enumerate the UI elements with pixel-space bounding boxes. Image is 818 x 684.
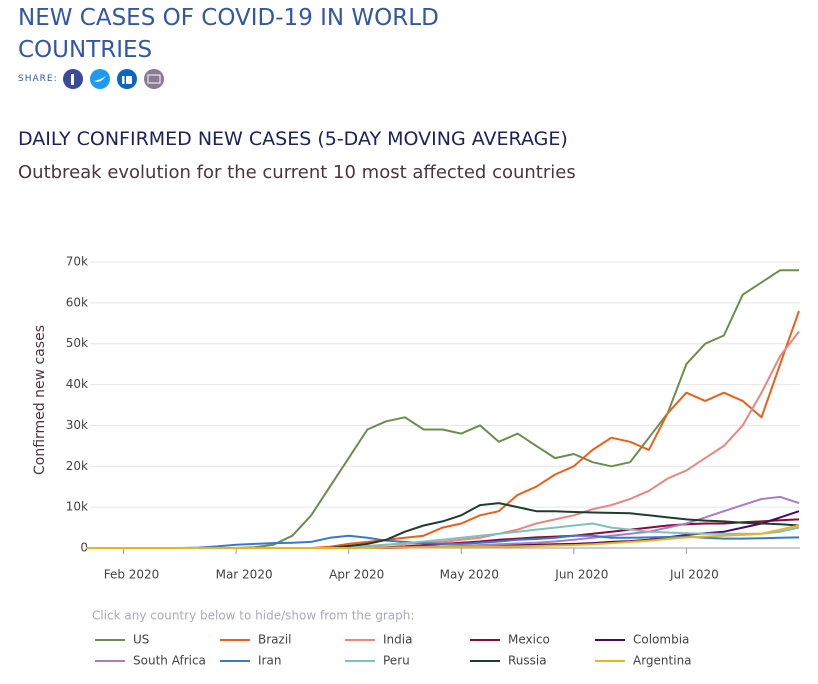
y-axis-label: Confirmed new cases	[32, 325, 48, 475]
y-tick-label: 30k	[66, 418, 88, 432]
legend-label[interactable]: Peru	[383, 654, 410, 668]
x-tick-label: Jul 2020	[669, 568, 719, 582]
y-tick-label: 0	[80, 541, 88, 555]
legend-label[interactable]: Iran	[258, 654, 281, 668]
x-tick-label: Jun 2020	[554, 568, 608, 582]
icon-glyph	[94, 76, 106, 82]
series-line	[86, 269, 799, 549]
series-line	[86, 534, 800, 549]
y-tick-label: 50k	[66, 336, 88, 350]
x-tick-label: Apr 2020	[329, 568, 384, 582]
x-tick-label: Feb 2020	[104, 568, 160, 582]
series-line	[86, 524, 800, 549]
legend-label[interactable]: Argentina	[633, 654, 692, 668]
x-tick-label: Mar 2020	[216, 568, 273, 582]
y-tick-label: 60k	[66, 295, 88, 309]
icon-glyph	[122, 76, 125, 84]
series-line	[86, 518, 800, 549]
share-label: SHARE:	[18, 74, 58, 84]
y-tick-label: 40k	[66, 377, 88, 391]
chart-title: DAILY CONFIRMED NEW CASES (5-DAY MOVING …	[18, 128, 568, 150]
y-tick-label: 20k	[66, 459, 88, 473]
legend-label[interactable]: Russia	[508, 654, 547, 668]
page-title: NEW CASES OF COVID-19 IN WORLD COUNTRIES	[18, 5, 439, 63]
icon-glyph	[126, 76, 132, 84]
series-line	[86, 310, 800, 549]
legend-label[interactable]: South Africa	[133, 654, 206, 668]
y-tick-label: 70k	[66, 255, 88, 269]
icon-glyph	[147, 74, 161, 84]
series-line	[86, 522, 800, 549]
email-icon[interactable]	[144, 69, 164, 89]
share-icons	[63, 69, 164, 89]
series-line	[86, 510, 800, 549]
legend-label[interactable]: Brazil	[258, 633, 292, 647]
legend-label[interactable]: India	[383, 633, 412, 647]
x-tick-label: May 2020	[440, 568, 499, 582]
chart-subtitle: Outbreak evolution for the current 10 mo…	[18, 162, 576, 183]
icon-glyph	[71, 74, 74, 85]
series-line	[86, 330, 800, 549]
legend-label[interactable]: Colombia	[633, 633, 689, 647]
series-line	[86, 495, 800, 549]
legend-label[interactable]: Mexico	[508, 633, 550, 647]
legend-hint: Click any country below to hide/show fro…	[92, 609, 414, 623]
series-line	[86, 502, 800, 549]
twitter-icon[interactable]	[90, 69, 110, 89]
y-tick-label: 10k	[66, 500, 88, 514]
legend-label[interactable]: US	[133, 633, 149, 647]
